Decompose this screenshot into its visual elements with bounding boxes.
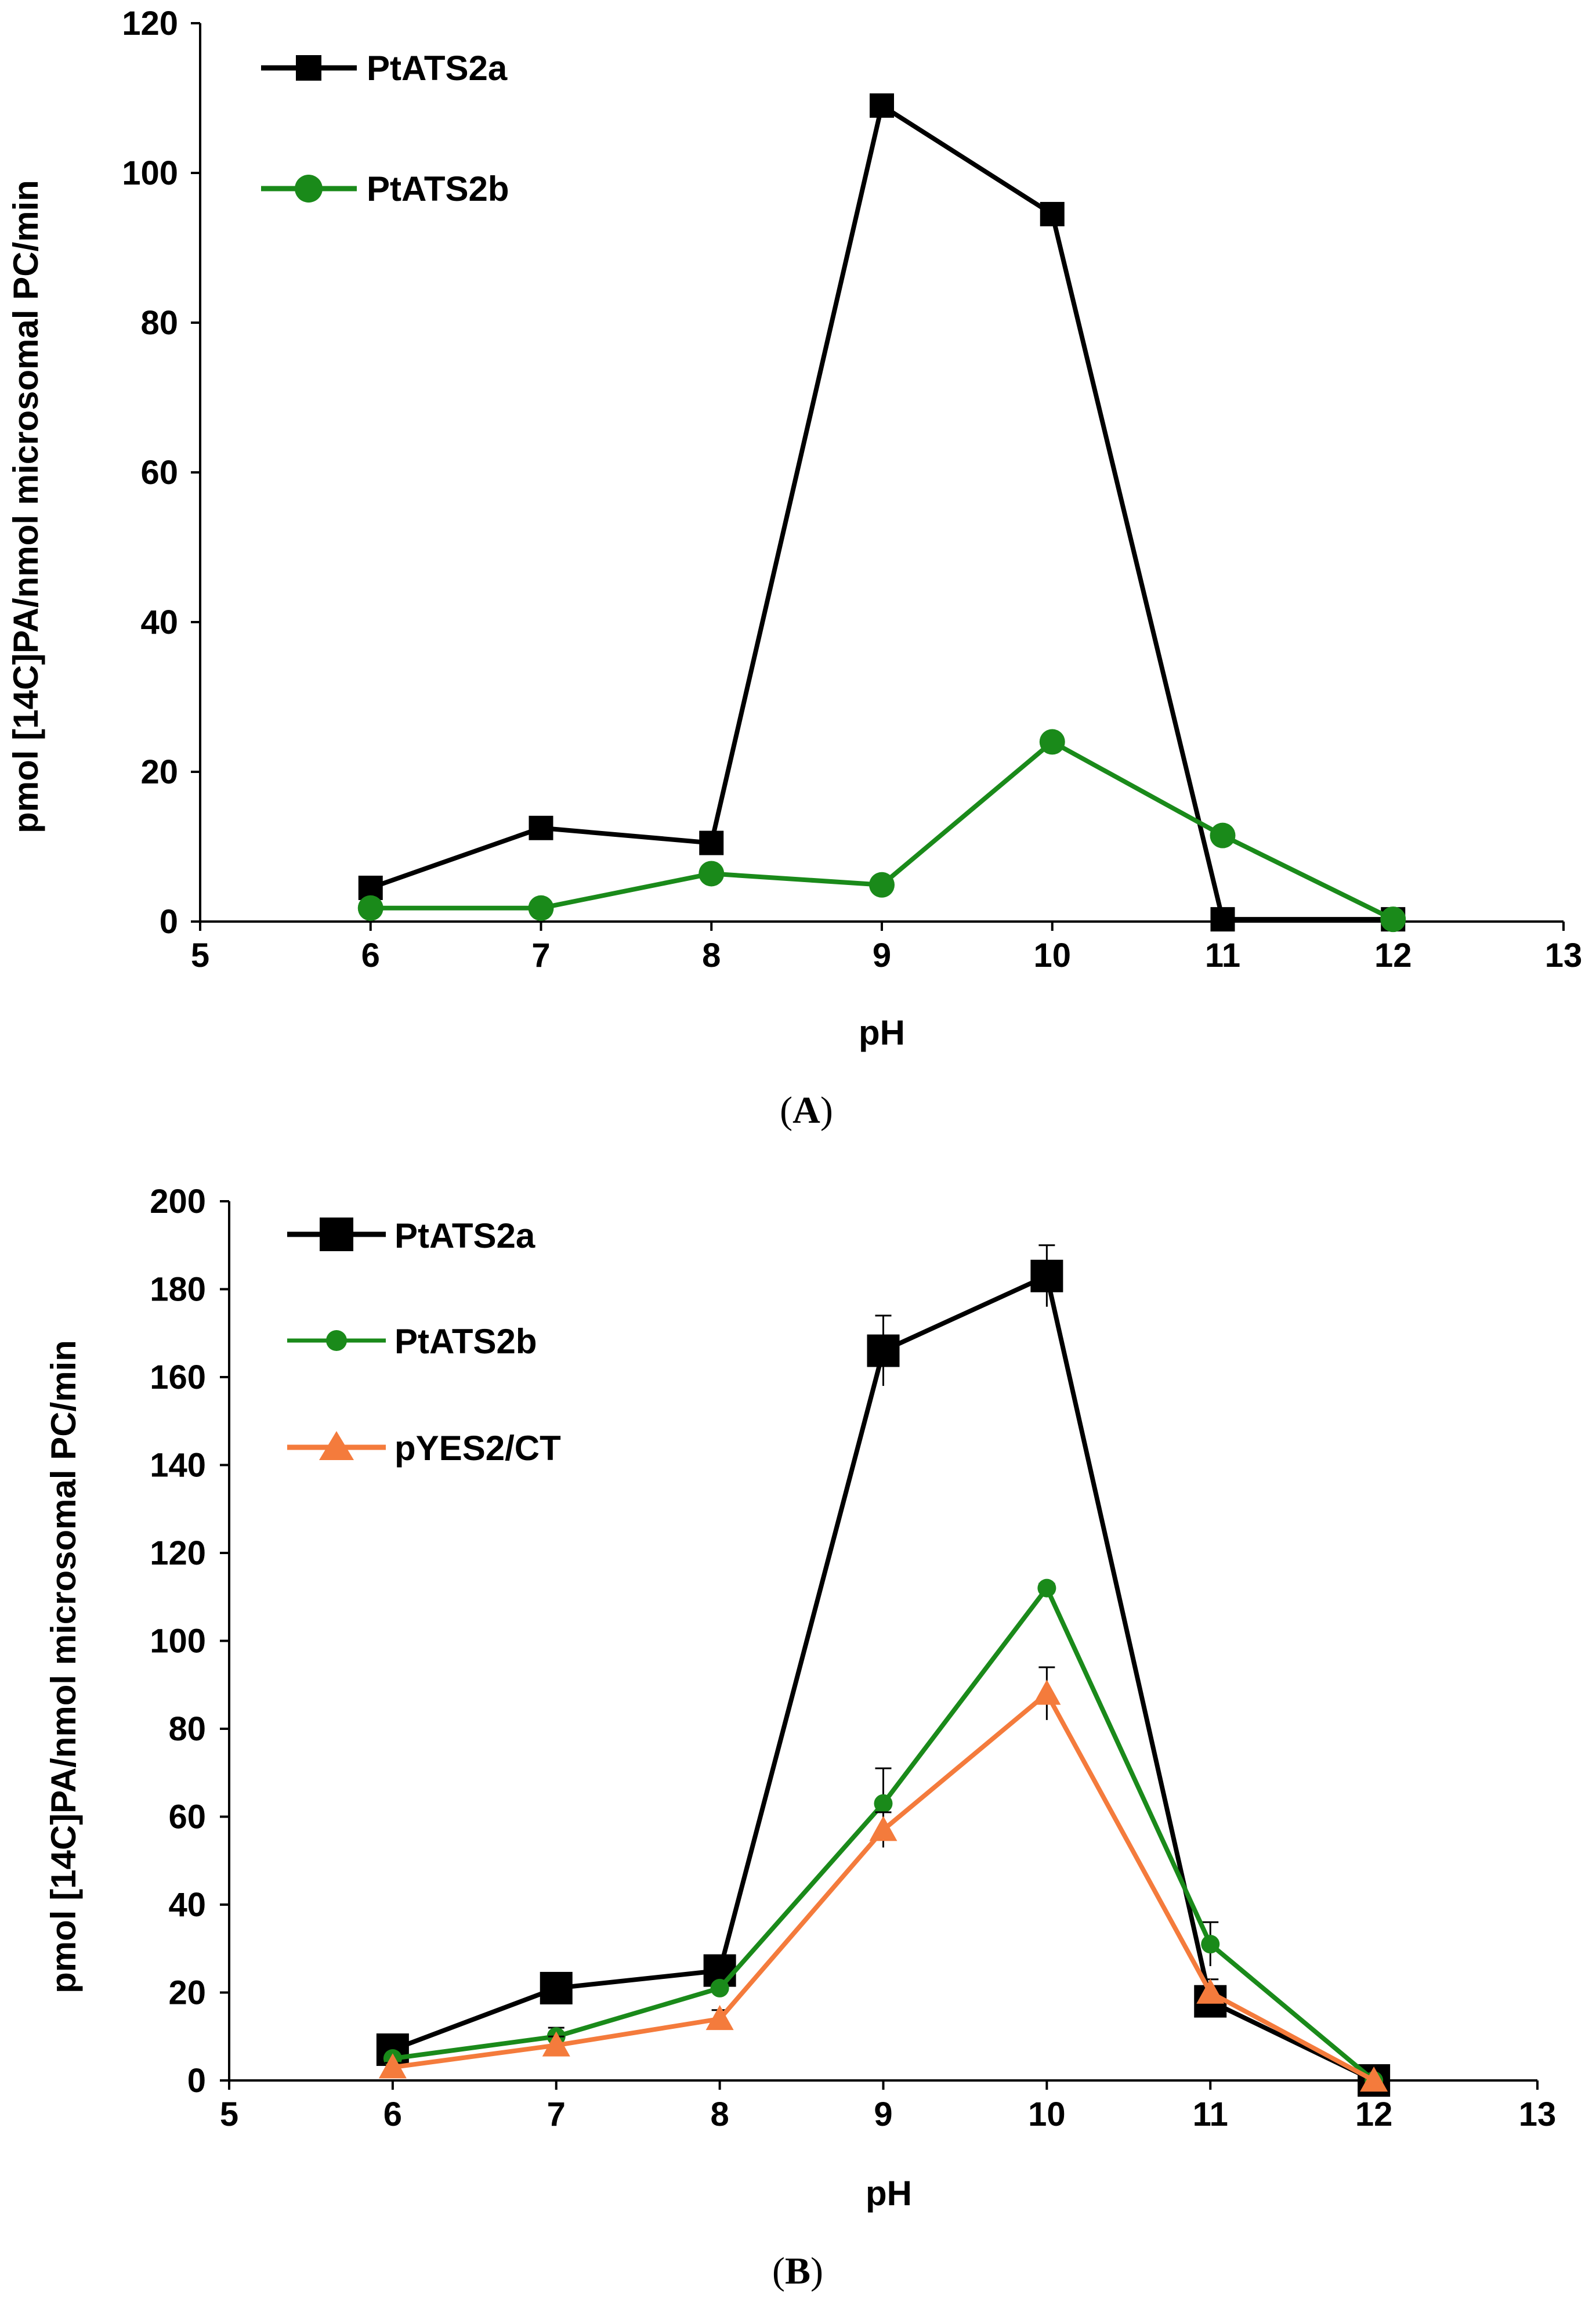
x-tick-label-a-12: 12	[1374, 937, 1412, 974]
legend-label-b-ptats2a: PtATS2a	[395, 1216, 535, 1255]
point-b-ptats2b-ph8	[710, 1978, 729, 1997]
y-tick-label-b-160: 160	[150, 1359, 206, 1396]
x-tick-label-a-9: 9	[873, 937, 891, 974]
point-b-pyes2-ct-ph11	[1196, 1978, 1225, 2004]
y-axis-title-a: pmol [14C]PA/nmol microsomal PC/min	[6, 180, 45, 833]
series-line-b-pyes2-ct	[392, 1691, 1376, 2083]
panel-letter-a: A	[792, 1089, 820, 1132]
panel-letter-b: B	[785, 2250, 810, 2292]
x-tick-label-a-8: 8	[702, 937, 721, 974]
point-a-ptats2b-ph8	[699, 861, 725, 887]
point-b-ptats2b-ph11	[1201, 1935, 1220, 1954]
point-a-ptats2a-ph8	[699, 830, 724, 855]
y-tick-label-a-60: 60	[140, 454, 178, 492]
x-axis-title-a: pH	[859, 1013, 905, 1052]
point-a-ptats2b-ph9	[869, 872, 895, 898]
chart-panel-b: 0 20 40 60 80 100 120 140 160 180 200 5 6 7 8 9 10 11 12 13…	[44, 1183, 1556, 2292]
point-b-ptats2a-ph9	[867, 1334, 900, 1367]
legend-label-a-ptats2a: PtATS2a	[367, 49, 508, 88]
x-tick-label-b-10: 10	[1028, 2096, 1066, 2133]
x-tick-label-a-6: 6	[361, 937, 380, 974]
y-tick-label-a-80: 80	[140, 304, 178, 342]
point-b-pyes2-ct-ph7	[542, 2031, 570, 2057]
y-axis-title-b: pmol [14C]PA/nmol microsomal PC/min	[44, 1340, 83, 1993]
series-line-a-ptats2a	[370, 103, 1394, 922]
x-tick-label-b-5: 5	[220, 2096, 238, 2133]
legend-marker-b-ptats2b	[326, 1330, 347, 1351]
x-axis-title-b: pH	[866, 2174, 912, 2213]
y-tick-label-b-40: 40	[168, 1886, 206, 1924]
legend-marker-a-ptats2a	[296, 55, 321, 81]
legend-b: PtATS2a PtATS2b pYES2/CT	[287, 1216, 561, 1468]
x-tick-label-a-5: 5	[191, 937, 209, 974]
x-tick-label-b-8: 8	[710, 2096, 729, 2133]
x-tick-label-a-7: 7	[531, 937, 550, 974]
y-tick-label-b-80: 80	[168, 1710, 206, 1748]
legend-marker-a-ptats2b	[295, 175, 323, 203]
y-tick-label-b-0: 0	[187, 2062, 206, 2100]
legend-marker-b-ptats2a	[320, 1218, 353, 1251]
point-b-pyes2-ct-ph9	[869, 1816, 897, 1841]
y-tick-label-b-180: 180	[150, 1271, 206, 1309]
legend-label-b-ptats2b: PtATS2b	[395, 1322, 537, 1361]
y-tick-label-b-120: 120	[150, 1534, 206, 1572]
point-b-ptats2a-ph7	[540, 1971, 573, 2004]
point-b-ptats2a-ph10	[1030, 1259, 1063, 1292]
panel-label-b: (B)	[772, 2250, 823, 2292]
y-tick-label-b-140: 140	[150, 1447, 206, 1484]
y-tick-label-b-100: 100	[150, 1623, 206, 1660]
point-a-ptats2b-ph11	[1210, 822, 1236, 848]
point-b-pyes2-ct-ph10	[1033, 1679, 1061, 1705]
x-tick-label-b-13: 13	[1519, 2096, 1557, 2133]
point-b-ptats2b-ph10	[1037, 1578, 1056, 1598]
point-a-ptats2a-ph10	[1040, 201, 1065, 226]
y-tick-label-b-60: 60	[168, 1798, 206, 1836]
y-tick-label-a-120: 120	[122, 5, 178, 42]
point-b-pyes2-ct-ph8	[705, 2004, 734, 2031]
point-a-ptats2a-ph7	[529, 815, 553, 840]
point-b-pyes2-ct-ph6	[378, 2053, 407, 2079]
x-tick-label-b-6: 6	[383, 2096, 402, 2133]
series-a-ptats2a	[358, 93, 1406, 932]
point-a-ptats2a-ph9	[870, 93, 894, 118]
plot-area-b: 0 20 40 60 80 100 120 140 160 180 200 5 6 7 8 9 10 11 12 13	[150, 1183, 1556, 2133]
panel-label-a: (A)	[780, 1089, 833, 1132]
y-tick-label-a-100: 100	[122, 154, 178, 192]
y-tick-label-a-0: 0	[160, 903, 178, 941]
y-tick-label-a-20: 20	[140, 753, 178, 791]
x-tick-label-a-13: 13	[1545, 937, 1583, 974]
x-tick-label-a-10: 10	[1033, 937, 1071, 974]
y-tick-label-b-200: 200	[150, 1183, 206, 1220]
series-a-ptats2b	[357, 729, 1406, 933]
legend-marker-b-pyes2	[319, 1431, 354, 1460]
legend-a: PtATS2a PtATS2b	[261, 49, 509, 208]
y-tick-label-b-20: 20	[168, 1974, 206, 2012]
point-b-pyes2-ct-ph12	[1360, 2067, 1388, 2092]
chart-panel-a: 0 20 40 60 80 100 120 5 6 7 8 9 10 11 12 13 pmol [14C]P…	[6, 5, 1582, 1132]
point-a-ptats2b-ph12	[1380, 906, 1406, 933]
legend-label-b-pyes2: pYES2/CT	[395, 1429, 561, 1468]
x-tick-label-b-11: 11	[1193, 2096, 1228, 2133]
point-a-ptats2b-ph7	[528, 895, 554, 921]
plot-area-a: 0 20 40 60 80 100 120 5 6 7 8 9 10 11 12 13	[122, 5, 1582, 974]
legend-label-a-ptats2b: PtATS2b	[367, 169, 509, 208]
point-b-ptats2b-ph9	[874, 1794, 893, 1813]
x-tick-label-b-9: 9	[874, 2096, 892, 2133]
x-tick-label-b-12: 12	[1355, 2096, 1393, 2133]
x-tick-label-b-7: 7	[547, 2096, 566, 2133]
x-tick-label-a-11: 11	[1205, 937, 1240, 974]
series-b-pyes2-ct	[378, 1666, 1388, 2092]
y-tick-label-a-40: 40	[140, 604, 178, 641]
point-a-ptats2a-ph11	[1210, 907, 1235, 932]
point-a-ptats2b-ph10	[1039, 729, 1065, 755]
point-a-ptats2b-ph6	[357, 895, 383, 921]
